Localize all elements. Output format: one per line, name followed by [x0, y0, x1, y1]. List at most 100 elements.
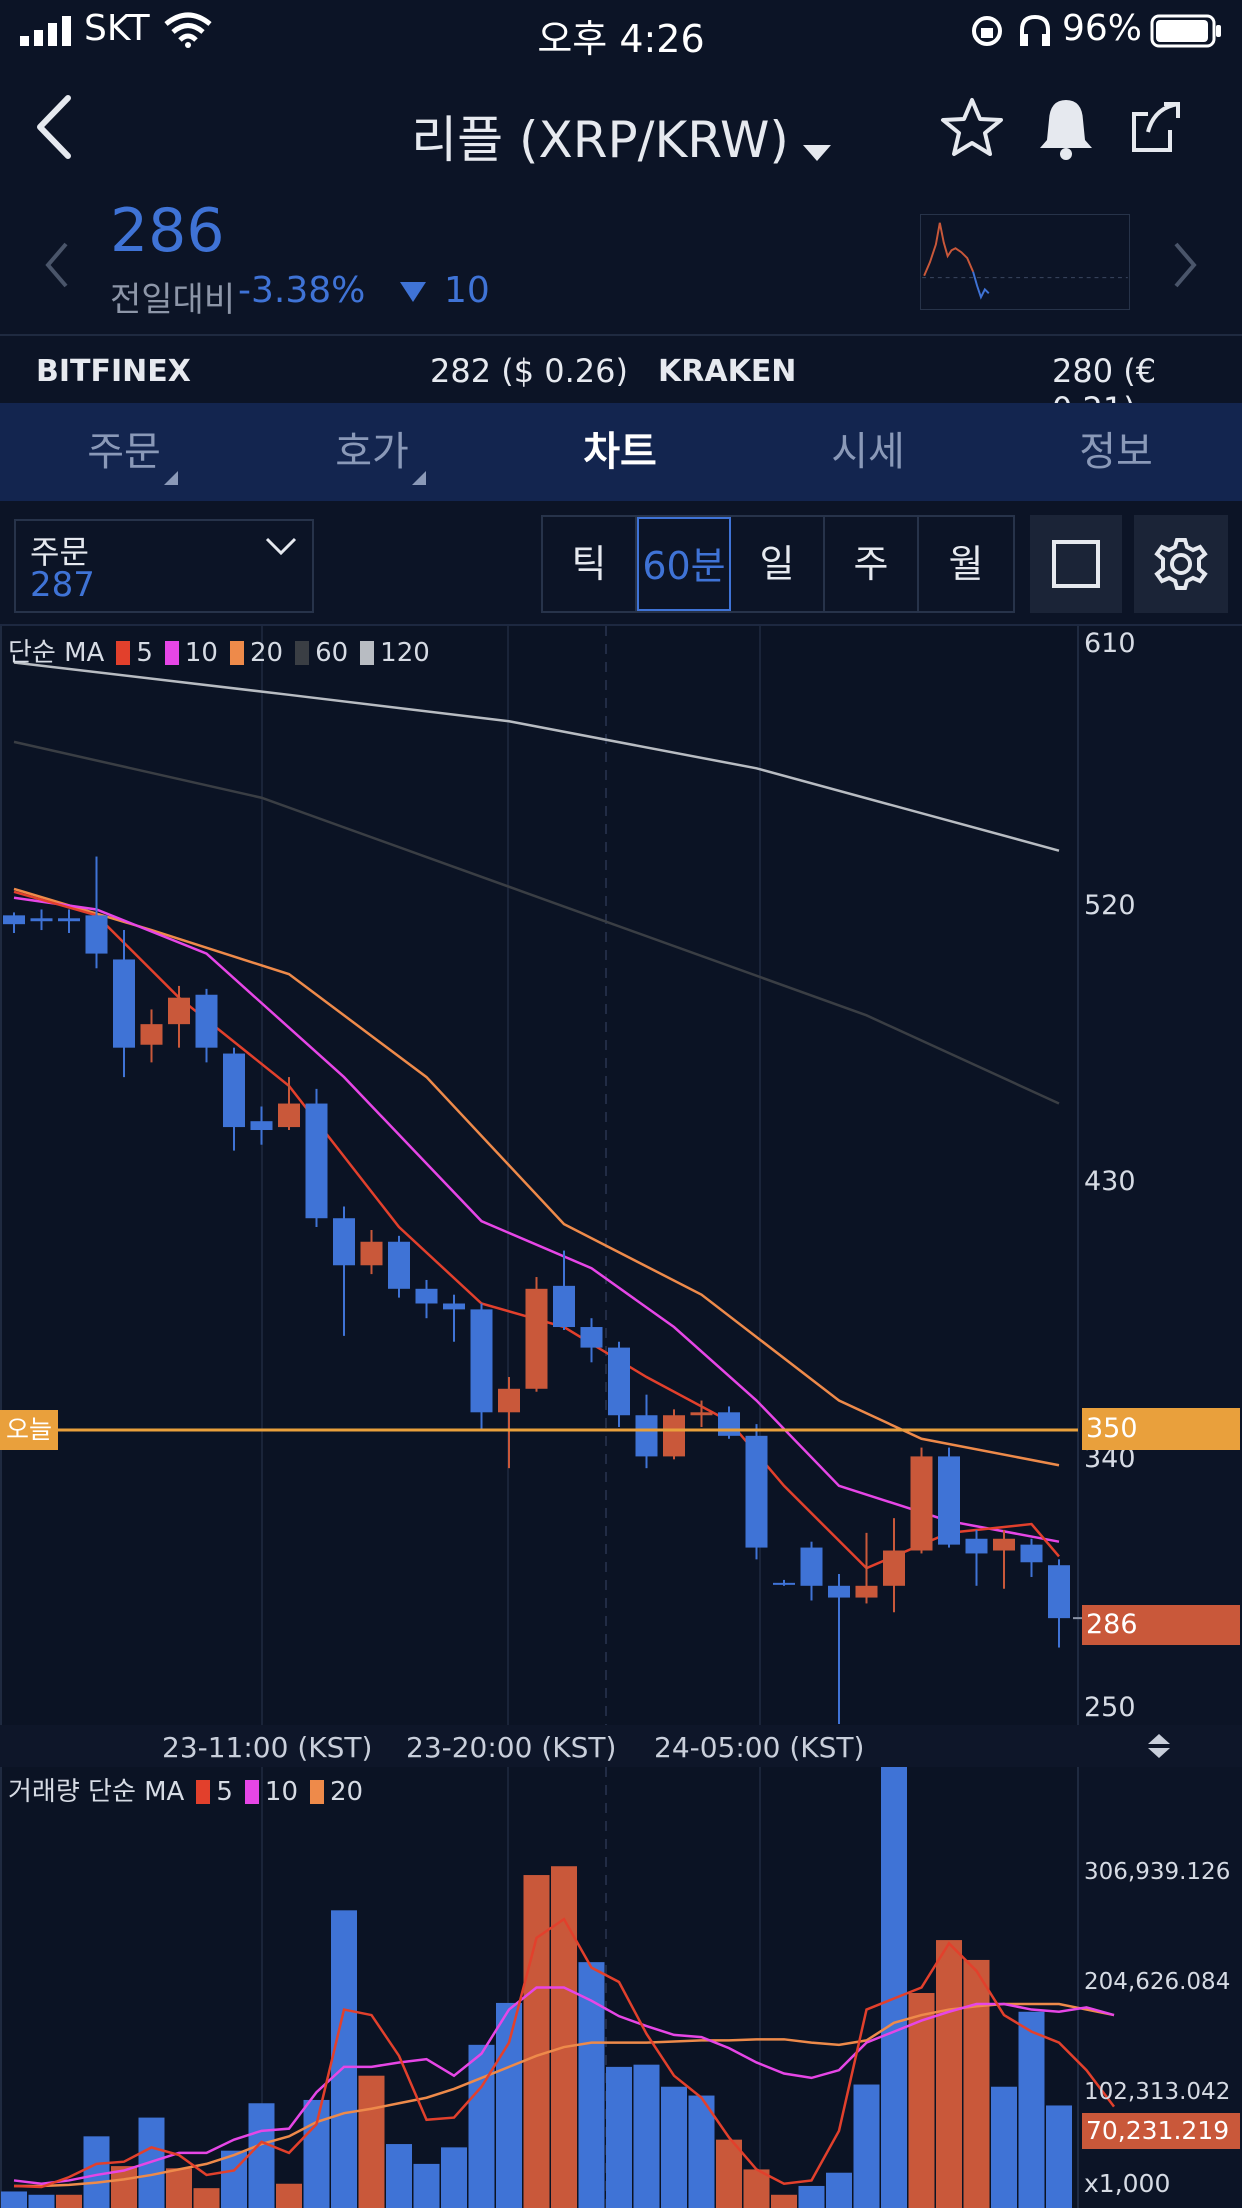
- candle-body: [910, 1456, 933, 1551]
- candle-body: [773, 1582, 795, 1585]
- candle-body: [800, 1547, 823, 1586]
- period-selector: 틱 60분 일 주 월: [541, 515, 1015, 613]
- legend-label: 5: [136, 638, 153, 668]
- volume-bar: [908, 1993, 935, 2208]
- volume-bar: [991, 2086, 1017, 2208]
- volume-bar: [771, 2194, 797, 2208]
- price-ma-legend: 단순 MA 5 10 20 60 120: [8, 632, 430, 669]
- share-icon[interactable]: [1128, 96, 1188, 156]
- y-tick-label: 250: [1084, 1692, 1136, 1723]
- volume-bar: [826, 2172, 852, 2208]
- legend-swatch: [229, 641, 244, 665]
- legend-swatch: [164, 641, 179, 665]
- candle-body: [993, 1538, 1015, 1551]
- square-icon[interactable]: [1030, 515, 1122, 613]
- tab-order-label[interactable]: 주문: [87, 429, 161, 475]
- volume-bar: [661, 2086, 687, 2208]
- candle-body: [580, 1327, 603, 1348]
- period-tick[interactable]: 틱: [543, 517, 637, 611]
- page-title[interactable]: 리플 (XRP/KRW): [411, 111, 789, 169]
- candle-body: [663, 1415, 685, 1457]
- candle-body: [828, 1585, 850, 1598]
- period-week[interactable]: 주: [825, 517, 919, 611]
- candle-body: [360, 1241, 383, 1266]
- volume-bar: [523, 1875, 550, 2208]
- volume-bar: [56, 2194, 82, 2208]
- volume-bar: [578, 1962, 605, 2208]
- volume-bar: [881, 1767, 907, 2208]
- bell-icon[interactable]: [1036, 96, 1096, 160]
- volume-chart[interactable]: [0, 1767, 1242, 2208]
- candle-body: [168, 997, 190, 1025]
- price-chart-panel[interactable]: 단순 MA 5 10 20 60 120 610 520 430 340 250 오늘 3…: [0, 626, 1242, 1725]
- legend-label: 60: [315, 638, 349, 668]
- volume-bar: [1018, 2011, 1045, 2208]
- volume-bar: [28, 2194, 55, 2208]
- caret-down-icon[interactable]: [802, 144, 831, 161]
- tab-info-label[interactable]: 정보: [1079, 429, 1153, 475]
- pair-selector[interactable]: 리플 (XRP/KRW): [0, 100, 1242, 172]
- headphones-icon: [1020, 14, 1050, 46]
- exchange-prices: BITFINEX 282 ($ 0.26) KRAKEN 280 (€ 0.21…: [0, 335, 1242, 428]
- tab-chart[interactable]: 차트: [496, 403, 744, 501]
- candle-body: [113, 959, 135, 1048]
- tab-chart-label[interactable]: 차트: [583, 429, 657, 475]
- candle-body: [498, 1388, 520, 1413]
- tab-info[interactable]: 정보: [992, 403, 1240, 501]
- volume-bar: [331, 1910, 357, 2208]
- candle-body: [30, 918, 53, 922]
- mini-price-chart: [920, 214, 1130, 310]
- legend-label: 5: [216, 1777, 233, 1807]
- candle-body: [278, 1103, 300, 1128]
- y-tick-label: 430: [1084, 1166, 1136, 1197]
- period-60min[interactable]: 60분: [637, 517, 731, 611]
- volume-y-tick-label: 306,939.126: [1084, 1859, 1231, 1885]
- corner-indicator-icon: [412, 471, 426, 485]
- plot-background: [0, 626, 1078, 1725]
- period-month[interactable]: 월: [948, 542, 984, 586]
- price-chart[interactable]: [0, 626, 1242, 1725]
- rotation-lock-icon: [972, 16, 1002, 46]
- chevron-left-icon[interactable]: [42, 240, 72, 290]
- tab-order[interactable]: 주문: [0, 403, 248, 501]
- gear-icon[interactable]: [1134, 515, 1228, 613]
- battery-icon: [1150, 14, 1221, 48]
- volume-bar: [551, 1866, 577, 2208]
- volume-bar: [633, 2064, 660, 2208]
- fullscreen-button[interactable]: [1030, 515, 1122, 613]
- tab-market-label[interactable]: 시세: [831, 429, 905, 475]
- order-dropdown-value: 287: [30, 565, 95, 605]
- volume-bar: [83, 2136, 110, 2208]
- legend-swatch: [295, 641, 310, 665]
- chart-controls: 주문 287 틱 60분 일 주 월: [0, 501, 1242, 626]
- back-chevron-icon[interactable]: [30, 92, 80, 162]
- star-icon[interactable]: [940, 96, 1004, 160]
- volume-bar: [798, 2185, 825, 2208]
- today-price-tag: 350: [1082, 1408, 1240, 1450]
- legend-label: 10: [184, 638, 218, 668]
- volume-ma-legend: 거래량 단순 MA 5 10 20: [8, 1771, 363, 1808]
- order-dropdown[interactable]: 주문 287: [14, 519, 314, 613]
- period-day[interactable]: 일: [731, 517, 825, 611]
- carrier-name: SKT: [84, 8, 150, 49]
- volume-unit-label: x1,000: [1084, 2169, 1171, 2198]
- candle-body: [553, 1285, 575, 1328]
- volume-chart-panel[interactable]: 거래량 단순 MA 5 10 20 306,939.126 204,626.084 1…: [0, 1767, 1242, 2208]
- candle-body: [470, 1309, 493, 1413]
- status-time: 오후 4:26: [537, 17, 705, 61]
- order-dropdown-label: 주문: [30, 533, 89, 571]
- volume-bar: [716, 2139, 742, 2208]
- app-header: 리플 (XRP/KRW): [0, 62, 1242, 190]
- tab-orderbook-label[interactable]: 호가: [335, 429, 409, 475]
- settings-button[interactable]: [1134, 515, 1228, 613]
- volume-bar: [468, 2044, 495, 2208]
- exchange-value-bitfinex: 282 ($ 0.26): [430, 352, 628, 390]
- chevron-right-icon[interactable]: [1170, 240, 1200, 290]
- volume-bar: [441, 2147, 467, 2208]
- resize-handle-icon[interactable]: [1146, 1733, 1172, 1759]
- corner-indicator-icon: [164, 471, 178, 485]
- tab-market[interactable]: 시세: [744, 403, 992, 501]
- chevron-down-icon[interactable]: [264, 535, 298, 559]
- tab-orderbook[interactable]: 호가: [248, 403, 496, 501]
- price-summary: 286 전일대비 -3.38% 10: [0, 190, 1242, 335]
